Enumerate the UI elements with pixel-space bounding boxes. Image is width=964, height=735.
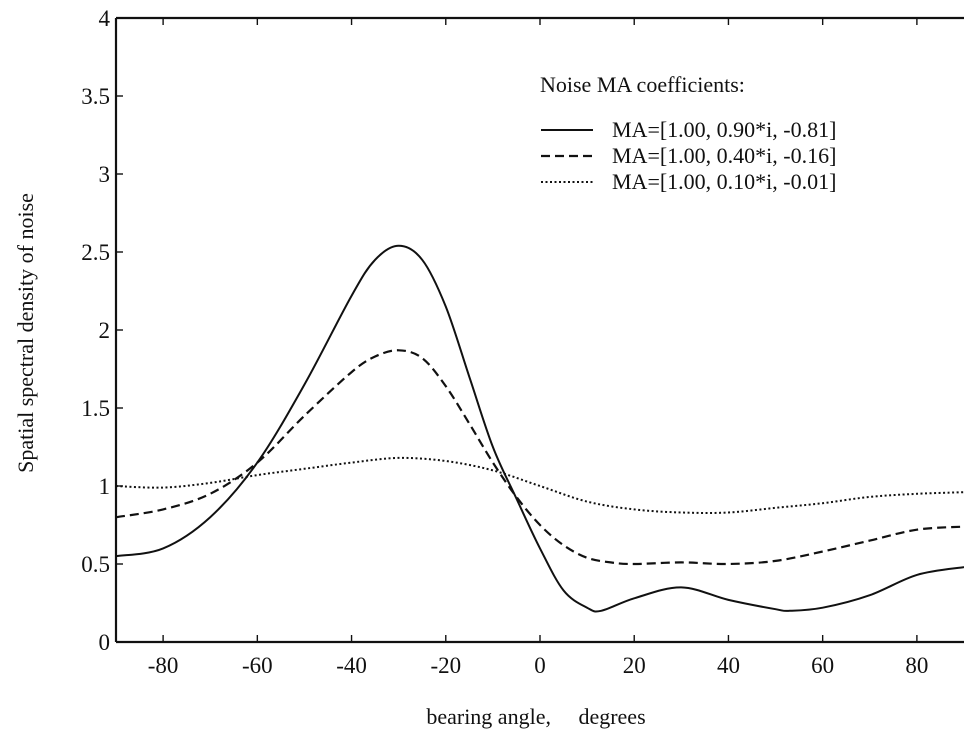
x-tick-label: -80 bbox=[148, 653, 179, 678]
y-tick-label: 3 bbox=[99, 162, 111, 187]
series-layer bbox=[115, 244, 964, 613]
y-tick-label: 0 bbox=[99, 630, 111, 655]
y-tick-label: 2.5 bbox=[81, 240, 110, 265]
legend: Noise MA coefficients: MA=[1.00, 0.90*i,… bbox=[540, 72, 836, 194]
legend-label-3: MA=[1.00, 0.10*i, -0.01] bbox=[612, 169, 836, 194]
y-tick-label: 1.5 bbox=[81, 396, 110, 421]
x-tick-label: -60 bbox=[242, 653, 273, 678]
y-tick-label: 1 bbox=[99, 474, 111, 499]
y-tick-label: 3.5 bbox=[81, 84, 110, 109]
legend-label-1: MA=[1.00, 0.90*i, -0.81] bbox=[612, 117, 836, 142]
x-tick-label: -20 bbox=[430, 653, 461, 678]
y-axis-title: Spatial spectral density of noise bbox=[13, 193, 38, 473]
y-tick-label: 4 bbox=[99, 6, 111, 31]
y-axis: 0 0.5 1 1.5 2 2.5 3 3.5 4 bbox=[81, 6, 123, 655]
x-axis: -80 -60 -40 -20 0 20 40 60 80 bbox=[148, 18, 928, 678]
legend-label-2: MA=[1.00, 0.40*i, -0.16] bbox=[612, 143, 836, 168]
y-tick-label: 2 bbox=[99, 318, 111, 343]
series-line-2 bbox=[115, 349, 964, 566]
y-tick-label: 0.5 bbox=[81, 552, 110, 577]
x-axis-title: bearing angle, degrees bbox=[426, 704, 645, 729]
x-tick-label: 0 bbox=[534, 653, 546, 678]
series-line-1 bbox=[115, 244, 964, 613]
x-tick-label: 40 bbox=[717, 653, 740, 678]
x-tick-label: 60 bbox=[811, 653, 834, 678]
legend-entries: MA=[1.00, 0.90*i, -0.81]MA=[1.00, 0.40*i… bbox=[541, 117, 836, 194]
x-tick-label: 20 bbox=[623, 653, 646, 678]
legend-title: Noise MA coefficients: bbox=[540, 72, 745, 97]
x-tick-label: 80 bbox=[905, 653, 928, 678]
series-line-3 bbox=[115, 456, 964, 514]
x-tick-label: -40 bbox=[336, 653, 367, 678]
